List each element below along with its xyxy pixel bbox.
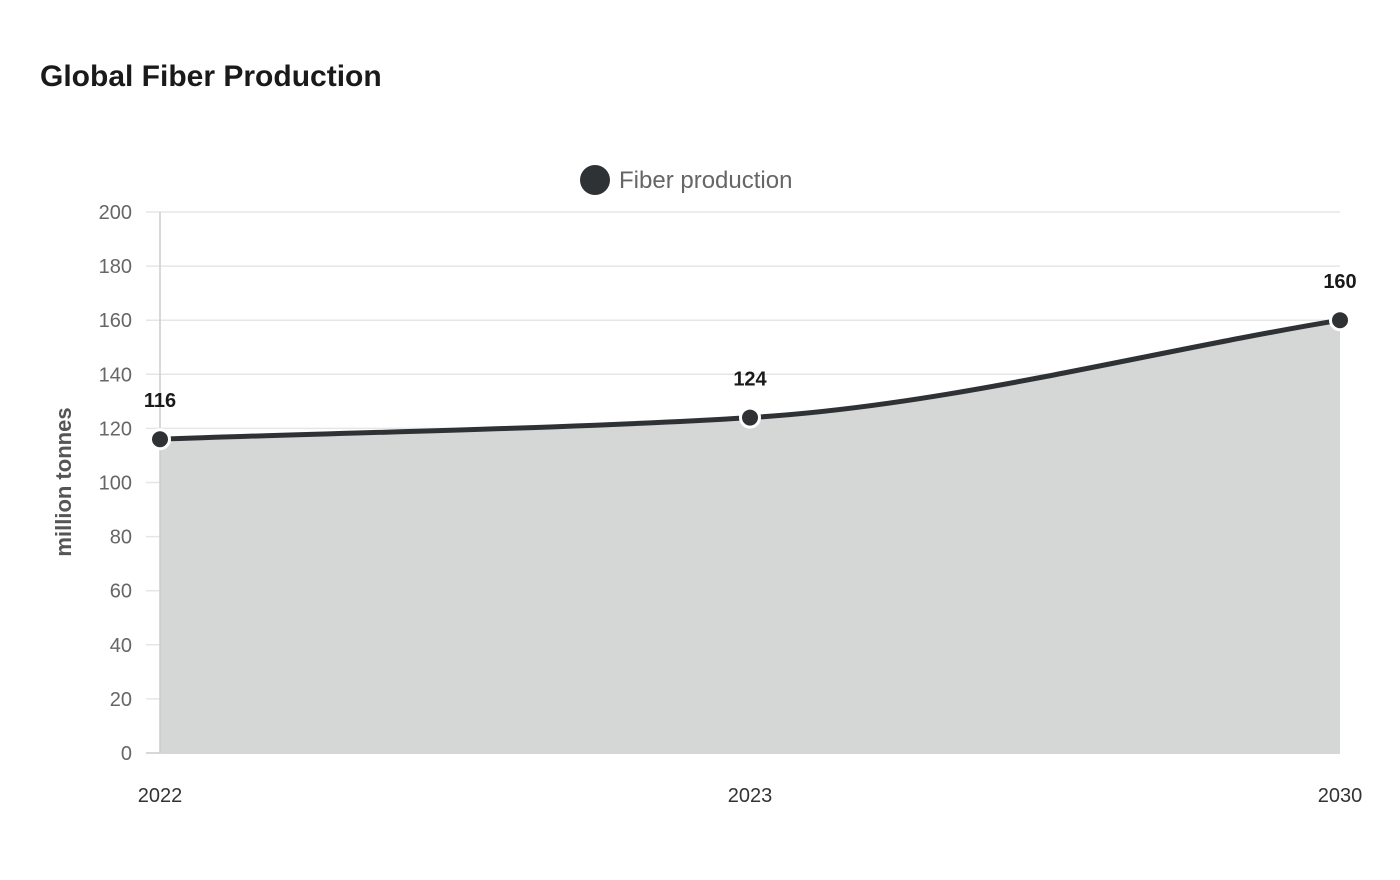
data-point[interactable] xyxy=(739,406,761,429)
x-tick-label: 2030 xyxy=(1318,785,1363,807)
data-point[interactable] xyxy=(149,428,171,451)
y-tick-label: 180 xyxy=(99,256,132,278)
y-axis-label: million tonnes xyxy=(51,407,76,556)
data-point[interactable] xyxy=(1329,309,1351,332)
y-tick-label: 60 xyxy=(110,581,132,603)
y-tick-label: 20 xyxy=(110,689,132,711)
x-tick-label: 2023 xyxy=(728,785,773,807)
data-label: 116 xyxy=(144,390,176,412)
legend-marker xyxy=(580,165,610,195)
y-tick-label: 120 xyxy=(99,418,132,440)
y-tick-label: 0 xyxy=(121,743,132,765)
y-tick-label: 200 xyxy=(99,202,132,224)
chart-title: Global Fiber Production xyxy=(40,60,382,93)
y-tick-label: 80 xyxy=(110,527,132,549)
y-tick-label: 160 xyxy=(99,310,132,332)
y-tick-label: 140 xyxy=(99,364,132,386)
legend-label: Fiber production xyxy=(619,167,792,194)
series-area xyxy=(160,320,1340,753)
area-layer xyxy=(160,320,1340,753)
legend[interactable]: Fiber production xyxy=(580,165,792,195)
data-labels: 116 124 160 xyxy=(144,271,1357,412)
data-label: 124 xyxy=(733,369,767,391)
data-points xyxy=(149,309,1351,451)
axes: 0 20 40 60 80 100 120 140 160 180 200 2022 2023 2030 xyxy=(99,202,1363,807)
data-label: 160 xyxy=(1323,271,1356,293)
y-tick-label: 40 xyxy=(110,635,132,657)
x-tick-label: 2022 xyxy=(138,785,183,807)
y-tick-label: 100 xyxy=(99,473,132,495)
